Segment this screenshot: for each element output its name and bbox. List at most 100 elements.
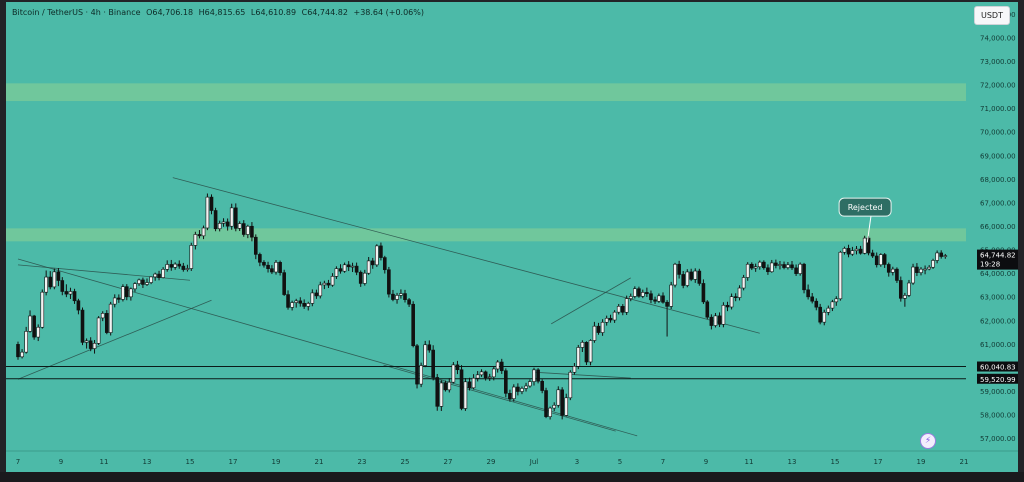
candle-body (697, 270, 702, 284)
annotation-text: Rejected (848, 203, 883, 212)
candle-body (862, 237, 867, 254)
annotation-pointer (866, 215, 872, 243)
candle-body (568, 371, 573, 399)
level-price-label: 59,520.99 (980, 376, 1016, 384)
candle-body (117, 297, 121, 300)
candle-body (753, 266, 758, 269)
candle-body (399, 293, 403, 296)
candle-body (935, 252, 939, 261)
candle-body (878, 254, 883, 266)
open-value: O64,706.18 (146, 8, 194, 17)
candle-body (794, 267, 798, 274)
candle-body (237, 223, 242, 229)
candle-body (294, 300, 299, 303)
close-value: C64,744.82 (301, 8, 348, 17)
x-tick-label: 5 (618, 458, 622, 466)
x-tick-label: 3 (575, 458, 579, 466)
candle-body (628, 296, 633, 299)
y-tick-label: 57,000.00 (980, 435, 1016, 443)
candle-body (898, 280, 903, 299)
candle-body (725, 304, 730, 308)
candle-body (891, 268, 895, 273)
candle-body (903, 295, 907, 299)
candle-body (370, 260, 375, 266)
x-tick-label: 9 (59, 458, 63, 466)
candle-body (511, 386, 516, 399)
level-price-tag (977, 361, 1018, 372)
candle-body (673, 263, 677, 286)
candle-body (60, 280, 65, 292)
x-tick-label: 13 (788, 458, 797, 466)
candle-body (80, 309, 85, 343)
candle-body (342, 264, 347, 272)
candle-body (874, 255, 879, 266)
candle-body (802, 263, 806, 291)
x-tick-label: 11 (100, 458, 109, 466)
candle-body (919, 268, 923, 273)
candle-body (657, 295, 661, 302)
candle-body (92, 343, 97, 349)
candle-body (665, 301, 669, 307)
candle-body (624, 298, 629, 313)
candle-body (866, 237, 871, 254)
candle-body (387, 269, 391, 295)
x-tick-label: 9 (704, 458, 708, 466)
candle-body (911, 266, 915, 284)
candle-body (895, 268, 899, 281)
lightning-icon[interactable]: ⚡ (920, 433, 936, 449)
candle-body (886, 264, 891, 273)
candle-body (112, 297, 117, 305)
candle-body (439, 382, 444, 407)
candle-body (669, 284, 673, 307)
price-chart[interactable]: Rejected57,000.0058,000.0059,000.0060,00… (6, 2, 1018, 472)
x-tick-label: 19 (917, 458, 926, 466)
candle-body (846, 248, 851, 255)
candle-body (266, 264, 270, 269)
candle-body (423, 344, 428, 366)
y-tick-label: 64,000.00 (980, 270, 1016, 278)
candle-body (129, 288, 133, 298)
candle-body (552, 404, 557, 409)
bottom-bar (0, 472, 1024, 482)
candle-body (16, 344, 20, 358)
candle-body (358, 271, 363, 284)
y-tick-label: 71,000.00 (980, 105, 1016, 113)
annotation-bubble (838, 197, 892, 217)
candle-body (221, 221, 226, 224)
candle-body (475, 374, 480, 379)
candle-body (346, 264, 351, 268)
x-tick-label: 29 (487, 458, 496, 466)
candle-body (124, 286, 129, 298)
candle-body (830, 301, 835, 309)
candle-body (741, 277, 746, 289)
candle-body (48, 276, 53, 288)
candle-body (28, 315, 32, 332)
candle-body (588, 340, 593, 363)
candle-body (407, 299, 411, 305)
candle-body (882, 254, 887, 265)
candle-body (354, 265, 359, 273)
candle-body (32, 315, 36, 338)
plot-area[interactable]: Rejected57,000.0058,000.0059,000.0060,00… (6, 2, 1018, 472)
resistance-zone (6, 228, 966, 242)
candle-body (584, 342, 589, 363)
candle-body (141, 279, 145, 285)
candle-body (508, 393, 512, 399)
candle-body (693, 270, 698, 280)
candle-body (487, 376, 492, 379)
candle-body (24, 331, 28, 353)
x-tick-label: 21 (315, 458, 324, 466)
candle-body (185, 268, 190, 270)
currency-button[interactable]: USDT (974, 6, 1010, 25)
candle-body (564, 397, 569, 416)
x-tick-label: 23 (358, 458, 367, 466)
candle-body (395, 295, 399, 300)
x-tick-label: 27 (444, 458, 453, 466)
x-tick-label: 19 (272, 458, 281, 466)
candle-body (350, 265, 355, 268)
candle-body (64, 291, 69, 295)
candle-body (302, 302, 306, 307)
candle-body (274, 262, 278, 273)
y-tick-label: 73,000.00 (980, 58, 1016, 66)
